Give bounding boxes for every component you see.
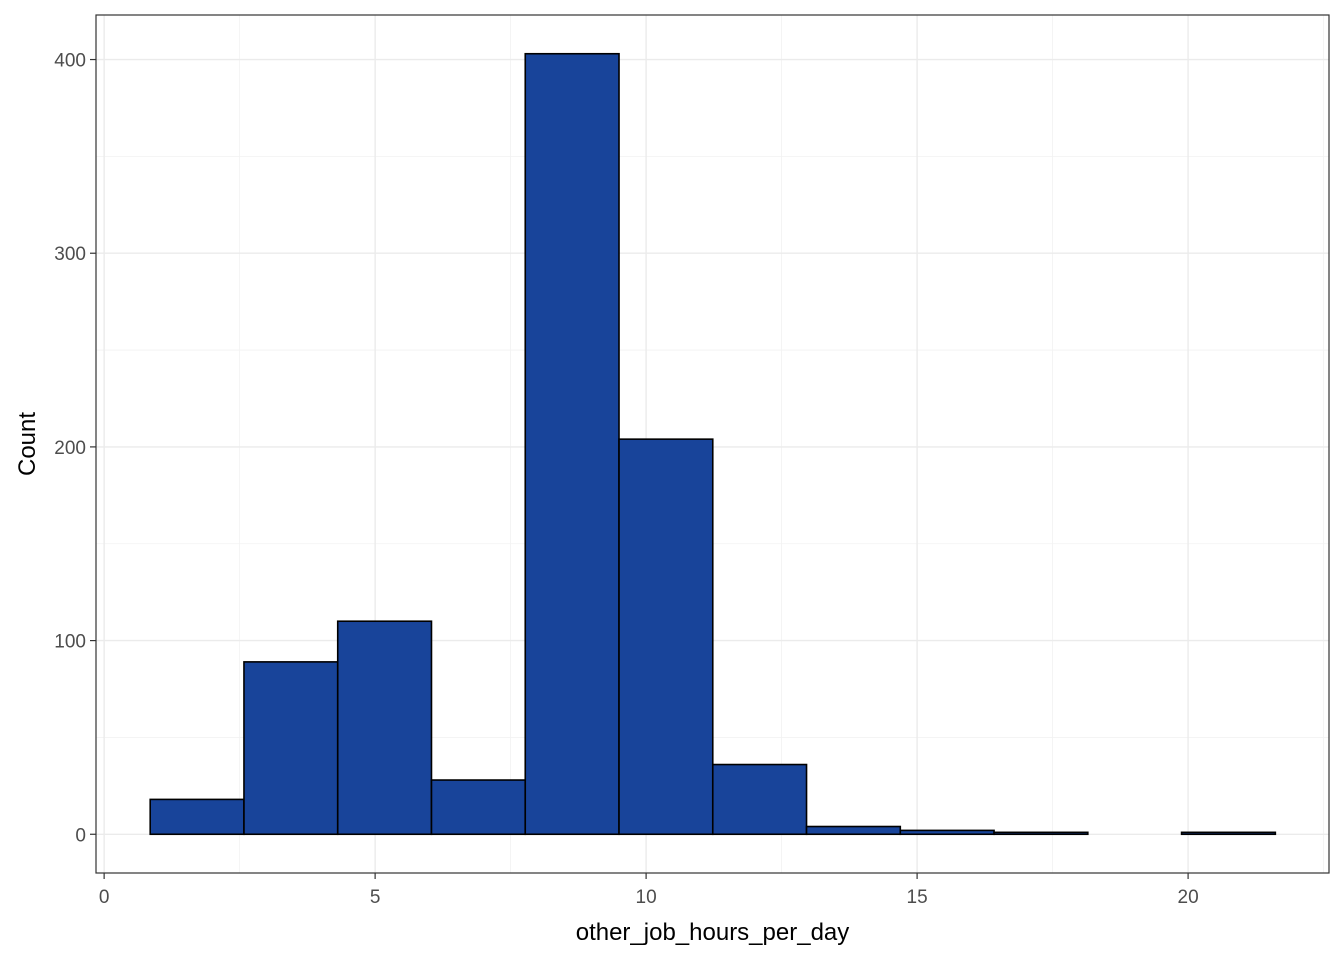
y-axis: 0 100 200 300 400 (54, 51, 96, 846)
y-tick-label: 200 (54, 438, 86, 459)
y-tick-label: 0 (75, 825, 86, 846)
histogram-bar (243, 661, 339, 836)
x-axis-title: other_job_hours_per_day (576, 919, 850, 946)
x-axis: 0 5 10 15 20 (99, 873, 1199, 908)
histogram-bar (336, 620, 433, 836)
panel-border (95, 14, 1330, 874)
histogram-bar (805, 825, 902, 836)
histogram-bar (993, 831, 1089, 836)
histogram-bars (149, 52, 1277, 836)
y-tick-label: 300 (54, 244, 86, 265)
histogram-bar (524, 52, 620, 836)
histogram-bar (711, 763, 808, 836)
y-tick-label: 400 (54, 51, 86, 72)
x-tick-label: 20 (1178, 887, 1199, 908)
x-tick-label: 10 (636, 887, 657, 908)
y-tick-label: 100 (54, 632, 86, 653)
plot-panel (95, 14, 1330, 874)
x-tick-label: 15 (907, 887, 928, 908)
histogram-bar (430, 779, 527, 836)
histogram-bar (149, 798, 245, 836)
y-axis-title: Count (14, 412, 41, 476)
histogram-bar (1180, 831, 1277, 836)
histogram-bar (899, 829, 995, 836)
x-tick-label: 0 (99, 887, 110, 908)
histogram-bar (618, 438, 714, 836)
x-tick-label: 5 (370, 887, 381, 908)
